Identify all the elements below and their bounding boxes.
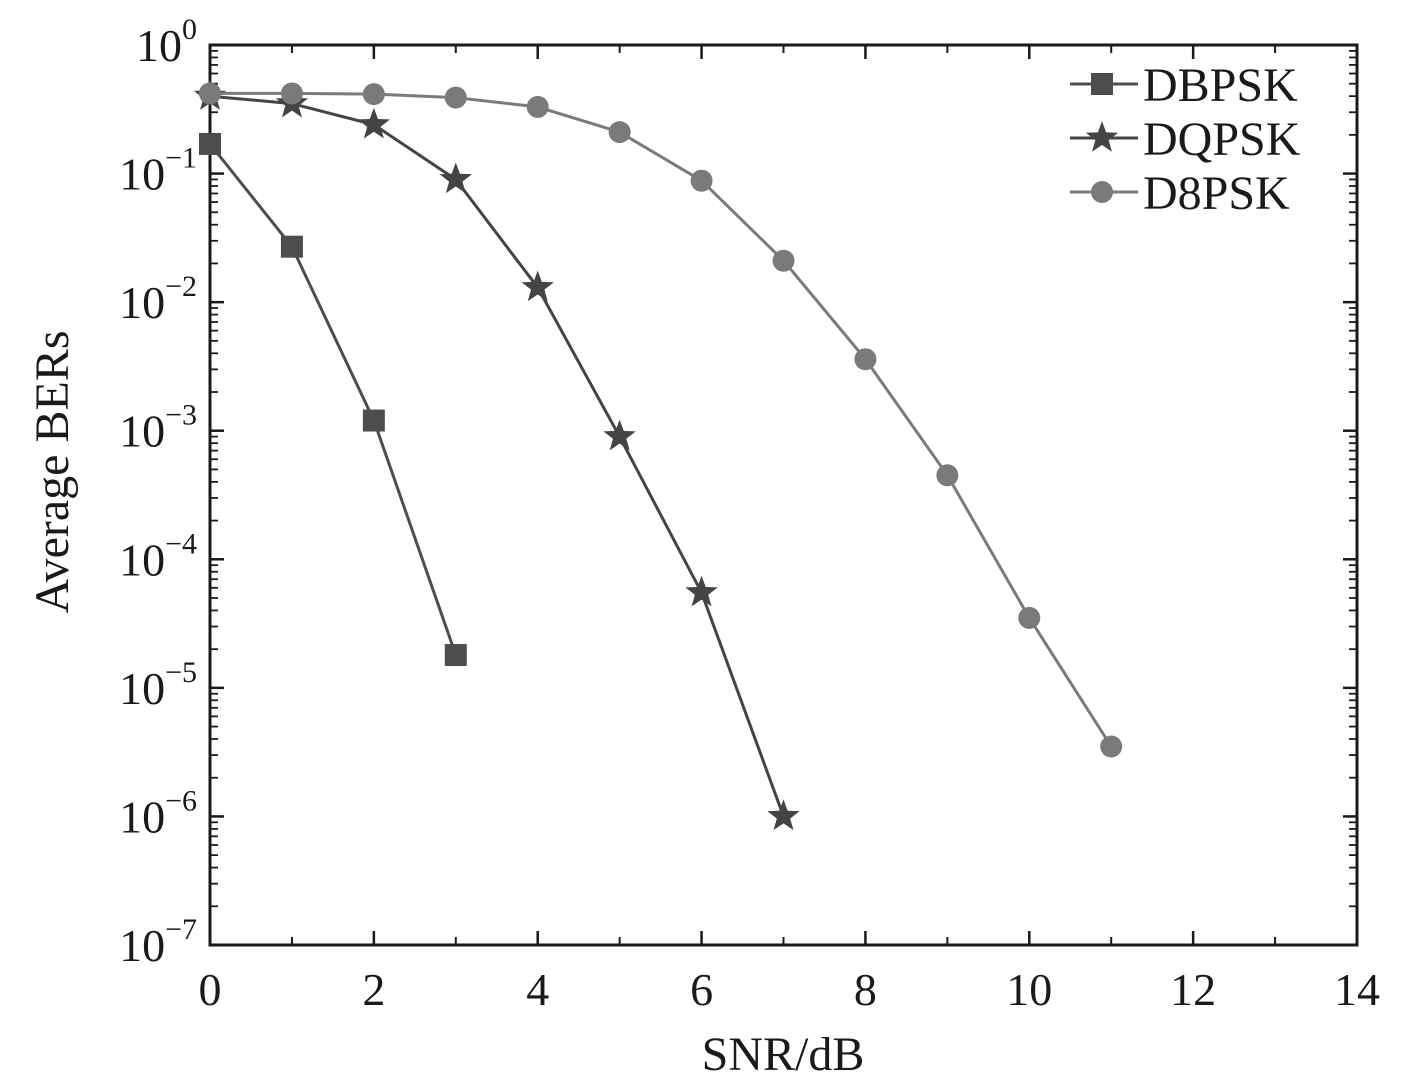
y-tick-exponent: −1 bbox=[165, 142, 197, 175]
x-tick-label: 12 bbox=[1170, 964, 1216, 1015]
data-point-star bbox=[685, 575, 718, 607]
y-tick-label: 10−4 bbox=[119, 527, 197, 585]
data-point-circle bbox=[1100, 735, 1123, 758]
y-tick-label: 10−2 bbox=[119, 270, 197, 328]
x-tick-label: 4 bbox=[526, 964, 549, 1015]
y-tick-base: 10 bbox=[119, 791, 165, 842]
y-tick-base: 10 bbox=[119, 534, 165, 585]
y-tick-exponent: −3 bbox=[165, 399, 197, 432]
legend-marker-circle bbox=[1091, 181, 1113, 203]
y-tick-label: 100 bbox=[136, 13, 197, 71]
data-point-circle bbox=[199, 82, 221, 105]
y-tick-exponent: −4 bbox=[165, 527, 197, 560]
y-tick-label: 10−1 bbox=[119, 142, 197, 200]
x-tick-label: 8 bbox=[854, 964, 877, 1015]
x-axis-title: SNR/dB bbox=[702, 1028, 865, 1081]
series-dbpsk bbox=[199, 132, 467, 667]
data-point-star bbox=[603, 419, 636, 451]
data-point-circle bbox=[772, 249, 795, 272]
legend-item-d8psk: D8PSK bbox=[1070, 167, 1290, 220]
x-tick-label: 0 bbox=[199, 964, 222, 1015]
data-point-star bbox=[521, 270, 554, 302]
x-tick-label: 14 bbox=[1334, 964, 1380, 1015]
series-layer bbox=[193, 79, 1123, 831]
data-point-circle bbox=[854, 348, 877, 371]
data-point-square bbox=[362, 409, 385, 432]
x-tick-label: 10 bbox=[1006, 964, 1052, 1015]
x-tick-label: 2 bbox=[362, 964, 385, 1015]
data-point-circle bbox=[608, 121, 631, 144]
legend-item-dbpsk: DBPSK bbox=[1070, 59, 1298, 112]
legend-marker-star bbox=[1085, 121, 1119, 152]
y-tick-exponent: 0 bbox=[182, 13, 197, 46]
y-tick-label: 10−5 bbox=[119, 656, 197, 714]
legend-label: D8PSK bbox=[1143, 167, 1290, 220]
legend-marker-square bbox=[1091, 73, 1113, 95]
y-tick-exponent: −6 bbox=[165, 784, 197, 817]
y-axis-title: Average BERs bbox=[26, 330, 79, 613]
series-d8psk bbox=[199, 82, 1123, 758]
y-tick-base: 10 bbox=[119, 149, 165, 200]
y-tick-label: 10−7 bbox=[119, 913, 197, 971]
data-point-star bbox=[357, 107, 391, 139]
data-point-circle bbox=[526, 95, 549, 118]
y-tick-base: 10 bbox=[119, 663, 165, 714]
data-point-circle bbox=[936, 464, 959, 487]
y-tick-base: 10 bbox=[136, 20, 182, 71]
y-tick-exponent: −7 bbox=[165, 913, 197, 946]
axes-layer: 0 2 4 6 8 10 12 1410010−110−210−310−410−510−610… bbox=[119, 13, 1380, 1015]
series-dqpsk bbox=[193, 79, 800, 831]
legend-label: DQPSK bbox=[1143, 113, 1301, 166]
series-line-dqpsk bbox=[209, 94, 785, 817]
series-line-d8psk bbox=[210, 91, 1113, 748]
data-point-star bbox=[767, 799, 800, 831]
legend-item-dqpsk: DQPSK bbox=[1070, 113, 1301, 166]
y-tick-base: 10 bbox=[119, 406, 165, 457]
data-point-star bbox=[439, 162, 472, 194]
y-tick-label: 10−6 bbox=[119, 784, 197, 842]
data-point-circle bbox=[1018, 606, 1041, 629]
data-point-circle bbox=[362, 83, 385, 106]
data-point-square bbox=[280, 235, 303, 258]
data-point-circle bbox=[690, 169, 713, 192]
data-point-square bbox=[444, 644, 467, 667]
series-line-dbpsk bbox=[208, 142, 458, 656]
data-point-square bbox=[199, 132, 221, 155]
y-tick-label: 10−3 bbox=[119, 399, 197, 457]
data-point-circle bbox=[280, 82, 303, 105]
y-tick-exponent: −5 bbox=[165, 656, 197, 689]
y-tick-base: 10 bbox=[119, 277, 165, 328]
data-point-circle bbox=[444, 86, 467, 109]
y-tick-exponent: −2 bbox=[165, 270, 197, 303]
y-tick-base: 10 bbox=[119, 920, 165, 971]
x-tick-label: 6 bbox=[690, 964, 713, 1015]
legend-label: DBPSK bbox=[1143, 59, 1298, 112]
